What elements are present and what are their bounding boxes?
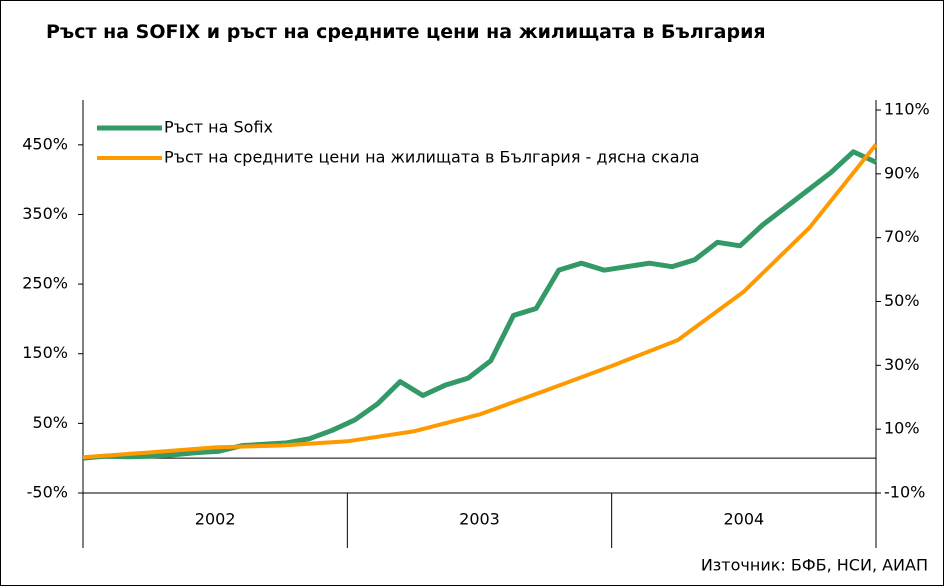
source: Източник: БФБ, НСИ, АИАП — [701, 556, 928, 575]
y-tick-label: 350% — [22, 204, 68, 223]
y2-tick-label: 30% — [884, 355, 920, 374]
y2-tick-label: 70% — [884, 227, 920, 246]
y2-tick-label: 90% — [884, 163, 920, 182]
y2-tick-label: 110% — [884, 100, 930, 119]
y2-tick-label: -10% — [884, 483, 925, 502]
y-tick-label: 250% — [22, 274, 68, 293]
x-tick-label: 2003 — [459, 510, 500, 529]
y2-tick-label: 50% — [884, 291, 920, 310]
legend-label: Ръст на средните цени на жилищата в Бълг… — [164, 148, 700, 167]
y-tick-label: 450% — [22, 134, 68, 153]
series-line — [82, 149, 878, 461]
y-tick-label: -50% — [27, 483, 68, 502]
y-tick-label: 150% — [22, 343, 68, 362]
legend-label: Ръст на Sofix — [164, 118, 273, 137]
x-tick-label: 2004 — [723, 510, 764, 529]
y-tick-label: 50% — [32, 413, 68, 432]
y2-tick-label: 10% — [884, 419, 920, 438]
chart-title: Ръст на SOFIX и ръст на средните цени на… — [46, 21, 766, 43]
series-line — [82, 143, 878, 460]
x-tick-label: 2002 — [195, 510, 236, 529]
